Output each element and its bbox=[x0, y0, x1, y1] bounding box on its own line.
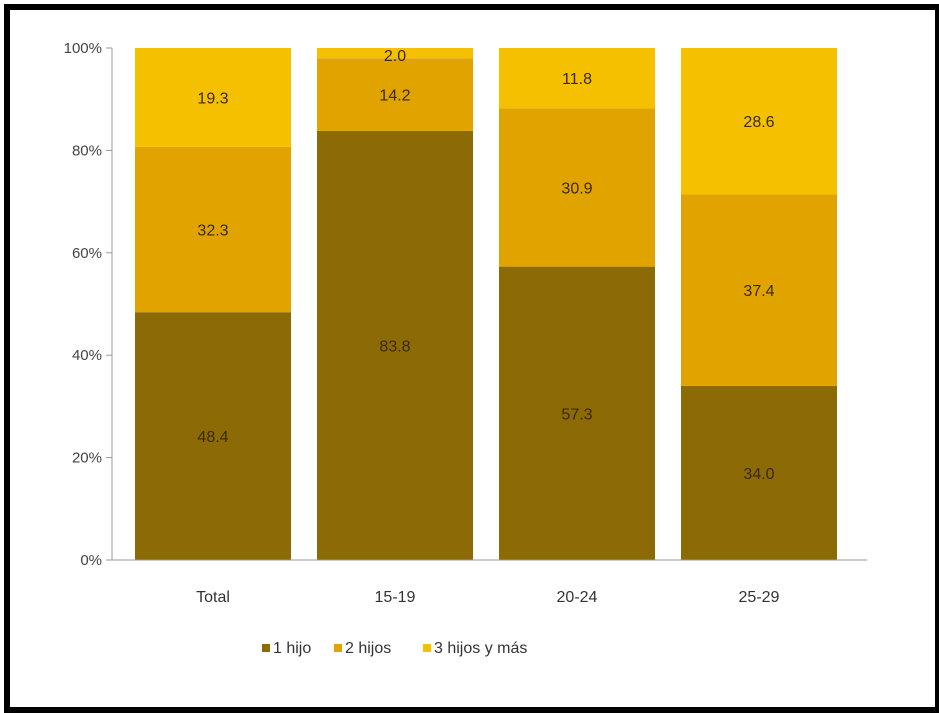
bar-segment-15-19-1-hijo bbox=[317, 130, 473, 560]
y-tick-label: 60% bbox=[72, 245, 102, 262]
x-tick-label: 20-24 bbox=[557, 589, 598, 606]
bar-segment-Total-2-hijos bbox=[135, 146, 291, 313]
data-label: 2.0 bbox=[384, 48, 406, 65]
y-tick-label: 20% bbox=[72, 450, 102, 467]
bar-segment-25-29-2-hijos bbox=[681, 194, 837, 386]
y-tick-label: 100% bbox=[64, 40, 102, 57]
data-label: 14.2 bbox=[379, 88, 410, 105]
data-label: 30.9 bbox=[561, 181, 592, 198]
x-tick-label: 15-19 bbox=[375, 589, 416, 606]
legend-label: 2 hijos bbox=[345, 640, 391, 657]
data-label: 32.3 bbox=[197, 223, 228, 240]
y-axis: 0% 20% 40% 60% 80% 100% bbox=[64, 40, 113, 569]
y-tick-label: 40% bbox=[72, 347, 102, 364]
x-tick-label: Total bbox=[196, 589, 230, 606]
data-label: 48.4 bbox=[197, 429, 228, 446]
bars bbox=[135, 48, 837, 560]
data-labels: 48.4 32.3 19.3 83.8 14.2 2.0 57.3 30.9 11.8 34.0 3… bbox=[197, 48, 774, 483]
bar-segment-20-24-2-hijos bbox=[499, 108, 655, 267]
bar-segment-25-29-1-hijo bbox=[681, 385, 837, 560]
legend-swatch bbox=[262, 644, 270, 652]
bar-segment-25-29-3-hijos-y-más bbox=[681, 48, 837, 195]
legend: 1 hijo 2 hijos 3 hijos y más bbox=[262, 640, 527, 657]
bar-segment-15-19-2-hijos bbox=[317, 58, 473, 131]
data-label: 19.3 bbox=[197, 90, 228, 107]
data-label: 83.8 bbox=[379, 338, 410, 355]
bar-segment-20-24-3-hijos-y-más bbox=[499, 48, 655, 109]
legend-swatch bbox=[423, 644, 431, 652]
y-tick-label: 0% bbox=[80, 552, 102, 569]
x-tick-label: 25-29 bbox=[739, 589, 780, 606]
x-axis: Total 15-19 20-24 25-29 bbox=[112, 559, 867, 606]
data-label: 28.6 bbox=[743, 114, 774, 131]
bar-segment-20-24-1-hijo bbox=[499, 266, 655, 560]
bar-segment-Total-3-hijos-y-más bbox=[135, 48, 291, 147]
data-label: 57.3 bbox=[561, 406, 592, 423]
data-label: 37.4 bbox=[743, 283, 774, 300]
legend-label: 3 hijos y más bbox=[434, 640, 527, 657]
y-tick-label: 80% bbox=[72, 142, 102, 159]
data-label: 34.0 bbox=[743, 466, 774, 483]
legend-label: 1 hijo bbox=[273, 640, 311, 657]
data-label: 11.8 bbox=[562, 71, 592, 88]
bar-segment-Total-1-hijo bbox=[135, 312, 291, 560]
legend-swatch bbox=[334, 644, 342, 652]
bar-segment-15-19-3-hijos-y-más bbox=[317, 48, 473, 59]
